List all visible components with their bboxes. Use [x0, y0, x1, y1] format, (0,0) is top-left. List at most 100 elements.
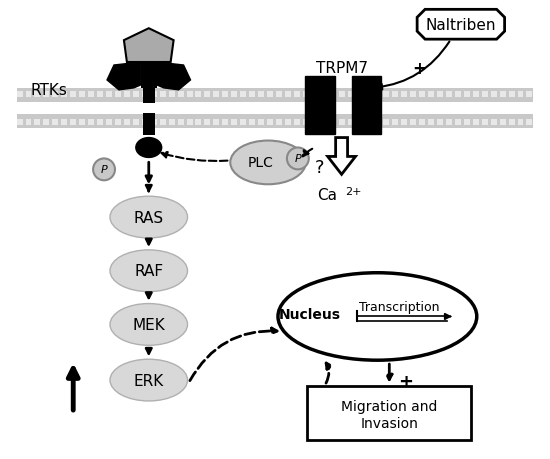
Bar	[428, 92, 434, 98]
Bar	[437, 92, 443, 98]
Bar	[329, 119, 336, 125]
Bar	[115, 92, 121, 98]
Bar	[25, 92, 31, 98]
Bar	[70, 119, 76, 125]
Bar	[312, 119, 318, 125]
Bar	[61, 92, 67, 98]
Bar	[124, 119, 130, 125]
Bar	[321, 92, 327, 98]
Bar	[240, 119, 246, 125]
Bar	[133, 92, 139, 98]
Bar	[186, 92, 192, 98]
Bar	[213, 92, 219, 98]
Ellipse shape	[278, 273, 477, 360]
Bar	[482, 92, 488, 98]
Bar	[142, 92, 148, 98]
Ellipse shape	[93, 159, 115, 181]
Text: 2+: 2+	[345, 187, 362, 197]
Bar	[142, 119, 148, 125]
Bar	[231, 119, 237, 125]
Text: RAF: RAF	[134, 263, 163, 279]
Ellipse shape	[110, 359, 188, 401]
Text: Migration and: Migration and	[341, 399, 437, 413]
Bar	[258, 119, 264, 125]
Bar	[499, 119, 505, 125]
Bar	[473, 92, 478, 98]
Text: Naltriben: Naltriben	[426, 18, 496, 33]
Text: PLC: PLC	[247, 156, 273, 170]
Bar	[365, 92, 371, 98]
Bar	[70, 92, 76, 98]
Bar	[312, 92, 318, 98]
Ellipse shape	[230, 141, 306, 185]
Bar	[482, 119, 488, 125]
Bar	[97, 92, 103, 98]
Text: +: +	[398, 372, 412, 390]
Bar	[446, 92, 452, 98]
Bar	[348, 92, 354, 98]
Bar	[16, 119, 23, 125]
Bar	[348, 119, 354, 125]
Bar	[410, 92, 416, 98]
Bar	[106, 92, 112, 98]
Polygon shape	[328, 138, 355, 175]
Bar	[195, 92, 201, 98]
Bar	[428, 119, 434, 125]
Bar	[294, 119, 300, 125]
Bar	[240, 92, 246, 98]
Bar	[141, 63, 157, 89]
Bar	[267, 92, 273, 98]
Text: Nucleus: Nucleus	[279, 308, 341, 322]
Bar	[526, 119, 532, 125]
Bar	[79, 119, 85, 125]
Bar	[356, 92, 362, 98]
Bar	[392, 92, 398, 98]
Text: Ca: Ca	[317, 187, 338, 202]
Text: TRPM7: TRPM7	[316, 62, 367, 76]
Bar	[375, 92, 381, 98]
Bar	[115, 119, 121, 125]
Bar	[88, 92, 94, 98]
Bar	[473, 119, 478, 125]
Bar	[160, 92, 166, 98]
Bar	[351, 77, 381, 134]
Bar	[375, 119, 381, 125]
Bar	[276, 119, 282, 125]
Bar	[52, 92, 58, 98]
Bar	[43, 119, 50, 125]
Bar	[178, 92, 184, 98]
Bar	[392, 119, 398, 125]
Bar	[222, 92, 228, 98]
Bar	[383, 92, 389, 98]
Bar	[339, 92, 345, 98]
Bar	[16, 102, 534, 114]
Polygon shape	[417, 10, 504, 40]
Bar	[151, 92, 157, 98]
Bar	[143, 104, 155, 113]
Bar	[307, 386, 471, 440]
Bar	[205, 92, 211, 98]
Bar	[35, 92, 41, 98]
Bar	[410, 119, 416, 125]
Bar	[419, 92, 425, 98]
Text: ?: ?	[315, 159, 324, 177]
Bar	[160, 119, 166, 125]
Bar	[178, 119, 184, 125]
Bar	[267, 119, 273, 125]
Bar	[402, 92, 407, 98]
Bar	[303, 119, 309, 125]
Bar	[43, 92, 50, 98]
Bar	[499, 92, 505, 98]
Bar	[509, 92, 515, 98]
Bar	[79, 92, 85, 98]
Bar	[365, 119, 371, 125]
Bar	[509, 119, 515, 125]
Bar	[526, 92, 532, 98]
Bar	[518, 92, 524, 98]
Bar	[321, 119, 327, 125]
Text: MEK: MEK	[133, 317, 165, 332]
Text: +: +	[412, 60, 426, 78]
Ellipse shape	[136, 138, 162, 158]
Bar	[339, 119, 345, 125]
Text: Invasion: Invasion	[360, 416, 418, 430]
